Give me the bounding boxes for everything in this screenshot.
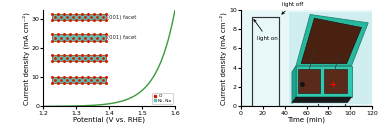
X-axis label: Time (min): Time (min) <box>288 117 325 123</box>
Text: (001) facet: (001) facet <box>107 35 136 40</box>
Text: (001) facet: (001) facet <box>107 15 136 20</box>
Text: light on: light on <box>254 20 278 41</box>
Bar <box>52 55 106 61</box>
Y-axis label: Current density (mA cm⁻²): Current density (mA cm⁻²) <box>23 12 30 105</box>
Legend: O, Ni, Na: O, Ni, Na <box>152 93 173 104</box>
Text: light off: light off <box>282 2 304 14</box>
Y-axis label: Current density (mA cm⁻²): Current density (mA cm⁻²) <box>220 12 228 105</box>
Bar <box>52 14 106 20</box>
X-axis label: Potential (V vs. RHE): Potential (V vs. RHE) <box>73 117 145 123</box>
Bar <box>52 34 106 41</box>
Bar <box>52 77 106 83</box>
